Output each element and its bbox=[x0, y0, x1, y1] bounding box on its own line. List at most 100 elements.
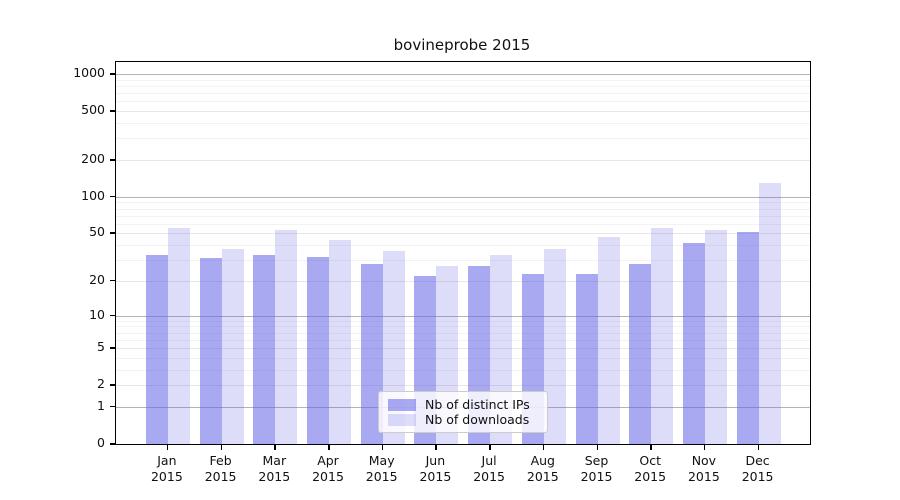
x-tick-aug bbox=[542, 444, 545, 450]
plot-area bbox=[115, 61, 811, 445]
gridline-minor-70 bbox=[116, 215, 810, 217]
gridline-minor-8 bbox=[116, 326, 810, 328]
gridline-minor-30 bbox=[116, 260, 810, 262]
gridline-minor-900 bbox=[116, 79, 810, 81]
y-tick-1000 bbox=[110, 73, 115, 75]
bar-ips-feb bbox=[199, 258, 222, 444]
gridline-minor-300 bbox=[116, 138, 810, 140]
x-tick-dec bbox=[757, 444, 760, 450]
gridline-minor-60 bbox=[116, 223, 810, 225]
gridline-10 bbox=[116, 315, 810, 317]
gridline-minor-800 bbox=[116, 85, 810, 87]
y-tick-500 bbox=[110, 110, 115, 112]
x-tick-label-jun: Jun 2015 bbox=[419, 453, 452, 484]
bar-ips-dec bbox=[736, 232, 759, 444]
x-tick-jul bbox=[489, 444, 491, 450]
x-tick-label-jul: Jul 2015 bbox=[473, 453, 505, 484]
gridline-minor-80 bbox=[116, 208, 810, 210]
bar-ips-mar bbox=[253, 255, 276, 444]
y-tick-200 bbox=[110, 159, 115, 161]
y-tick-label-1: 1 bbox=[97, 397, 105, 413]
y-tick-label-1000: 1000 bbox=[73, 65, 105, 80]
gridline-20 bbox=[116, 280, 810, 282]
legend-label-downloads: Nb of downloads bbox=[425, 412, 530, 427]
x-tick-label-apr: Apr 2015 bbox=[312, 453, 344, 484]
x-tick-oct bbox=[650, 444, 652, 450]
y-tick-10 bbox=[110, 314, 115, 317]
x-tick-sep bbox=[596, 444, 598, 450]
bar-downloads-nov bbox=[704, 230, 727, 444]
x-tick-jun bbox=[435, 444, 437, 450]
x-tick-nov bbox=[703, 444, 706, 450]
gridline-minor-4 bbox=[116, 357, 810, 359]
legend-label-distinct-ips: Nb of distinct IPs bbox=[425, 397, 530, 412]
y-tick-label-200: 200 bbox=[81, 151, 105, 166]
gridline-minor-90 bbox=[116, 202, 810, 204]
y-tick-20 bbox=[110, 279, 115, 282]
bar-downloads-oct bbox=[651, 228, 674, 444]
gridline-minor-40 bbox=[116, 245, 810, 247]
legend-swatch-downloads bbox=[388, 413, 416, 426]
legend: Nb of distinct IPs Nb of downloads bbox=[378, 391, 548, 433]
gridline-100 bbox=[116, 196, 810, 198]
gridline-minor-9 bbox=[116, 320, 810, 322]
x-tick-label-sep: Sep 2015 bbox=[580, 453, 613, 484]
x-tick-label-may: May 2015 bbox=[365, 453, 398, 484]
y-tick-100 bbox=[110, 195, 115, 198]
y-tick-label-2: 2 bbox=[97, 376, 105, 392]
y-tick-label-0: 0 bbox=[97, 435, 105, 450]
y-tick-label-100: 100 bbox=[81, 187, 105, 203]
x-tick-label-oct: Oct 2015 bbox=[634, 453, 667, 484]
y-tick-2 bbox=[110, 384, 115, 386]
y-tick-label-10: 10 bbox=[89, 306, 105, 322]
bar-downloads-dec bbox=[758, 182, 781, 444]
x-tick-jan bbox=[166, 444, 169, 450]
gridline-minor-400 bbox=[116, 123, 810, 124]
y-tick-label-20: 20 bbox=[89, 271, 105, 287]
bar-downloads-mar bbox=[275, 230, 298, 444]
bar-ips-apr bbox=[307, 256, 329, 444]
legend-swatch-distinct-ips bbox=[388, 398, 416, 411]
gridline-minor-6 bbox=[116, 339, 810, 341]
gridline-200 bbox=[116, 160, 810, 161]
chart-title: bovineprobe 2015 bbox=[393, 36, 531, 54]
gridline-2 bbox=[116, 385, 810, 387]
gridline-minor-3 bbox=[116, 369, 810, 371]
x-tick-mar bbox=[274, 444, 276, 450]
bar-ips-nov bbox=[682, 242, 705, 444]
y-tick-0 bbox=[110, 443, 115, 445]
gridline-5 bbox=[116, 348, 810, 349]
gridline-minor-600 bbox=[116, 101, 810, 103]
legend-item: Nb of distinct IPs bbox=[388, 397, 538, 412]
x-tick-feb bbox=[220, 444, 223, 450]
x-tick-may bbox=[381, 444, 384, 450]
y-tick-5 bbox=[110, 347, 115, 349]
x-tick-apr bbox=[328, 444, 330, 450]
x-tick-label-jan: Jan 2015 bbox=[150, 453, 183, 484]
gridline-50 bbox=[116, 233, 810, 235]
bar-ips-oct bbox=[629, 263, 652, 444]
x-tick-label-mar: Mar 2015 bbox=[258, 453, 291, 484]
y-tick-label-500: 500 bbox=[81, 102, 105, 118]
bar-downloads-aug bbox=[543, 249, 566, 444]
x-tick-label-dec: Dec 2015 bbox=[741, 453, 774, 484]
gridline-minor-7 bbox=[116, 332, 810, 334]
y-tick-label-50: 50 bbox=[89, 224, 105, 240]
bar-downloads-jan bbox=[167, 227, 190, 444]
legend-item: Nb of downloads bbox=[388, 412, 538, 427]
bar-ips-jan bbox=[145, 255, 168, 444]
bar-downloads-sep bbox=[597, 236, 620, 444]
y-tick-50 bbox=[110, 232, 115, 234]
gridline-500 bbox=[116, 111, 810, 113]
y-tick-label-5: 5 bbox=[97, 339, 105, 354]
bar-ips-sep bbox=[575, 273, 598, 444]
x-tick-label-nov: Nov 2015 bbox=[687, 453, 720, 484]
bar-downloads-apr bbox=[329, 240, 351, 444]
gridline-1000 bbox=[116, 74, 810, 75]
bar-downloads-feb bbox=[221, 249, 244, 444]
x-tick-label-aug: Aug 2015 bbox=[526, 453, 559, 484]
gridline-minor-700 bbox=[116, 93, 810, 95]
y-tick-1 bbox=[110, 405, 115, 408]
x-tick-label-feb: Feb 2015 bbox=[204, 453, 237, 484]
